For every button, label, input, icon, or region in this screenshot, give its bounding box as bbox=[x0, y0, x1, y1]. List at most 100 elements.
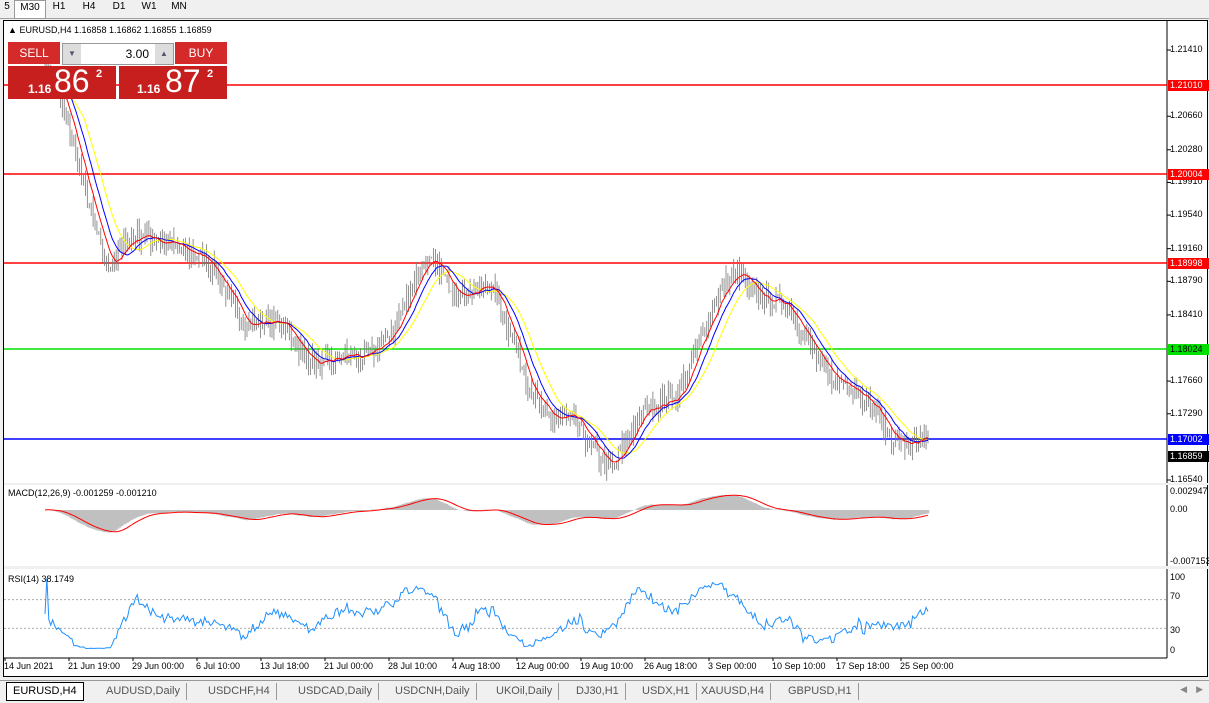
macd-histogram-bar bbox=[887, 510, 889, 518]
time-label: 14 Jun 2021 bbox=[4, 661, 54, 671]
price-label: 1.21410 bbox=[1170, 44, 1203, 54]
macd-histogram-bar bbox=[806, 510, 808, 516]
macd-histogram-bar bbox=[319, 510, 321, 517]
chart-tabs: ◀ ▶ EURUSD,H4 AUDUSD,Daily USDCHF,H4 USDCAD… bbox=[0, 680, 1209, 703]
rsi-label: RSI(14) 38.1749 bbox=[8, 574, 74, 584]
macd-histogram-bar bbox=[525, 510, 527, 522]
rsi-axis-label: 70 bbox=[1170, 591, 1180, 601]
macd-histogram-bar bbox=[79, 510, 81, 523]
macd-histogram-bar bbox=[267, 510, 269, 516]
macd-histogram-bar bbox=[75, 510, 77, 521]
scroll-right-icon[interactable]: ▶ bbox=[1196, 684, 1203, 695]
macd-histogram-bar bbox=[134, 510, 136, 518]
macd-histogram-bar bbox=[283, 510, 285, 514]
macd-histogram-bar bbox=[258, 510, 260, 518]
macd-histogram-bar bbox=[698, 499, 700, 510]
buy-price-button[interactable]: 1.16 87 2 bbox=[119, 66, 227, 99]
macd-histogram-bar bbox=[608, 510, 610, 519]
chart-tab-usdx-h1[interactable]: USDX,H1 bbox=[636, 683, 697, 700]
price-label: 1.19540 bbox=[1170, 209, 1203, 219]
time-label: 21 Jul 00:00 bbox=[324, 661, 373, 671]
macd-histogram-bar bbox=[169, 510, 171, 512]
chart-tab-gbpusd-h1[interactable]: GBPUSD,H1 bbox=[782, 683, 859, 700]
volume-up-icon[interactable]: ▲ bbox=[155, 44, 173, 64]
chart-tab-usdcnh-daily[interactable]: USDCNH,Daily bbox=[389, 683, 477, 700]
macd-histogram-bar bbox=[631, 510, 633, 511]
macd-histogram-bar bbox=[517, 510, 519, 519]
macd-histogram-bar bbox=[658, 505, 660, 510]
macd-histogram-bar bbox=[338, 510, 340, 513]
macd-histogram-bar bbox=[121, 510, 123, 526]
macd-histogram-bar bbox=[323, 510, 325, 516]
volume-value[interactable]: 3.00 bbox=[126, 47, 149, 61]
macd-histogram-bar bbox=[250, 510, 252, 520]
chart-tab-audusd-daily[interactable]: AUDUSD,Daily bbox=[100, 683, 187, 700]
macd-histogram-bar bbox=[748, 500, 750, 510]
chart-tab-eurusd-h4[interactable]: EURUSD,H4 bbox=[6, 682, 84, 701]
macd-histogram-bar bbox=[612, 510, 614, 518]
macd-histogram-bar bbox=[923, 510, 925, 514]
macd-histogram-bar bbox=[335, 510, 337, 514]
macd-histogram-bar bbox=[548, 510, 550, 524]
macd-histogram-bar bbox=[286, 510, 288, 514]
price-label: 1.17290 bbox=[1170, 408, 1203, 418]
buy-button[interactable]: BUY bbox=[175, 42, 227, 64]
ma-slow-line bbox=[45, 67, 928, 453]
macd-histogram-bar bbox=[163, 510, 165, 513]
macd-histogram-bar bbox=[148, 510, 150, 513]
chart-tab-xauusd-h4[interactable]: XAUUSD,H4 bbox=[695, 683, 771, 700]
ma-fast-line bbox=[45, 67, 928, 462]
sell-button[interactable]: SELL bbox=[8, 42, 60, 64]
macd-histogram-bar bbox=[879, 510, 881, 517]
macd-histogram-bar bbox=[515, 510, 517, 518]
macd-histogram-bar bbox=[454, 508, 456, 510]
macd-histogram-bar bbox=[142, 510, 144, 515]
chart-tab-usdcad-daily[interactable]: USDCAD,Daily bbox=[292, 683, 379, 700]
macd-histogram-bar bbox=[125, 510, 127, 524]
scroll-left-icon[interactable]: ◀ bbox=[1180, 684, 1187, 695]
chart-tab-dj30-h1[interactable]: DJ30,H1 bbox=[570, 683, 626, 700]
macd-histogram-bar bbox=[577, 510, 579, 517]
macd-histogram-bar bbox=[408, 502, 410, 510]
sell-price-button[interactable]: 1.16 86 2 bbox=[8, 66, 116, 99]
time-label: 3 Sep 00:00 bbox=[708, 661, 757, 671]
chart-tab-ukoil-daily[interactable]: UKOil,Daily bbox=[490, 683, 559, 700]
macd-histogram-bar bbox=[261, 510, 263, 517]
macd-histogram-bar bbox=[583, 510, 585, 517]
macd-histogram-bar bbox=[167, 510, 169, 512]
macd-histogram-bar bbox=[456, 509, 458, 510]
chart-tab-usdchf-h4[interactable]: USDCHF,H4 bbox=[202, 683, 277, 700]
macd-histogram-bar bbox=[856, 510, 858, 518]
macd-histogram-bar bbox=[431, 498, 433, 510]
macd-histogram-bar bbox=[660, 505, 662, 510]
macd-histogram-bar bbox=[637, 508, 639, 510]
macd-histogram-bar bbox=[138, 510, 140, 517]
pane-separator bbox=[4, 483, 1208, 485]
volume-field[interactable]: ▼ 3.00 ▲ bbox=[62, 43, 174, 65]
macd-histogram-bar bbox=[665, 505, 667, 510]
macd-histogram-bar bbox=[677, 505, 679, 510]
macd-histogram-bar bbox=[321, 510, 323, 516]
macd-histogram-bar bbox=[127, 510, 129, 523]
macd-histogram-bar bbox=[919, 510, 921, 515]
macd-histogram-bar bbox=[550, 510, 552, 524]
macd-histogram-bar bbox=[254, 510, 256, 519]
macd-histogram-bar bbox=[764, 508, 766, 510]
macd-histogram-bar bbox=[625, 510, 627, 513]
macd-histogram-bar bbox=[354, 510, 356, 511]
macd-histogram-bar bbox=[542, 510, 544, 525]
macd-histogram-bar bbox=[865, 510, 867, 517]
time-label: 28 Jul 10:00 bbox=[388, 661, 437, 671]
macd-histogram-bar bbox=[560, 510, 562, 522]
macd-histogram-bar bbox=[898, 510, 900, 519]
macd-histogram-bar bbox=[835, 510, 837, 520]
rsi-axis-label: 100 bbox=[1170, 572, 1185, 582]
macd-histogram-bar bbox=[165, 510, 167, 513]
macd-histogram-bar bbox=[350, 510, 352, 511]
macd-histogram-bar bbox=[200, 510, 202, 512]
macd-histogram-bar bbox=[727, 495, 729, 510]
macd-histogram-bar bbox=[450, 506, 452, 510]
macd-histogram-bar bbox=[846, 510, 848, 519]
volume-down-icon[interactable]: ▼ bbox=[63, 44, 81, 64]
